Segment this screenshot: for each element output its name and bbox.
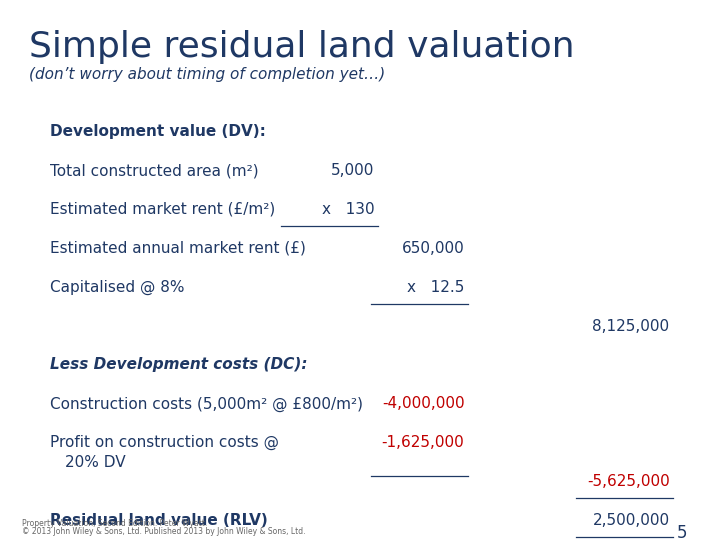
Text: Residual land value (RLV): Residual land value (RLV) <box>50 513 268 528</box>
Text: -4,000,000: -4,000,000 <box>382 396 464 411</box>
Text: Estimated annual market rent (£): Estimated annual market rent (£) <box>50 241 306 256</box>
Text: 650,000: 650,000 <box>402 241 464 256</box>
Text: Development value (DV):: Development value (DV): <box>50 124 266 139</box>
Text: Capitalised @ 8%: Capitalised @ 8% <box>50 280 185 295</box>
Text: 20% DV: 20% DV <box>65 455 125 470</box>
Text: x   12.5: x 12.5 <box>407 280 464 295</box>
Text: Simple residual land valuation: Simple residual land valuation <box>29 30 575 64</box>
Text: 2,500,000: 2,500,000 <box>593 513 670 528</box>
Text: 8,125,000: 8,125,000 <box>593 319 670 334</box>
Text: 5,000: 5,000 <box>331 163 374 178</box>
Text: -5,625,000: -5,625,000 <box>587 474 670 489</box>
Text: 5: 5 <box>677 524 688 540</box>
Text: Construction costs (5,000m² @ £800/m²): Construction costs (5,000m² @ £800/m²) <box>50 396 364 411</box>
Text: Property Valuation, Second Edition. Peter Wyatt.: Property Valuation, Second Edition. Pete… <box>22 519 207 529</box>
Text: (don’t worry about timing of completion yet…): (don’t worry about timing of completion … <box>29 68 385 83</box>
Text: Profit on construction costs @: Profit on construction costs @ <box>50 435 279 450</box>
Text: Less Development costs (DC):: Less Development costs (DC): <box>50 357 308 373</box>
Text: x   130: x 130 <box>322 202 374 217</box>
Text: © 2013 John Wiley & Sons, Ltd. Published 2013 by John Wiley & Sons, Ltd.: © 2013 John Wiley & Sons, Ltd. Published… <box>22 527 305 536</box>
Text: -1,625,000: -1,625,000 <box>382 435 464 450</box>
Text: Total constructed area (m²): Total constructed area (m²) <box>50 163 259 178</box>
Text: Estimated market rent (£/m²): Estimated market rent (£/m²) <box>50 202 276 217</box>
